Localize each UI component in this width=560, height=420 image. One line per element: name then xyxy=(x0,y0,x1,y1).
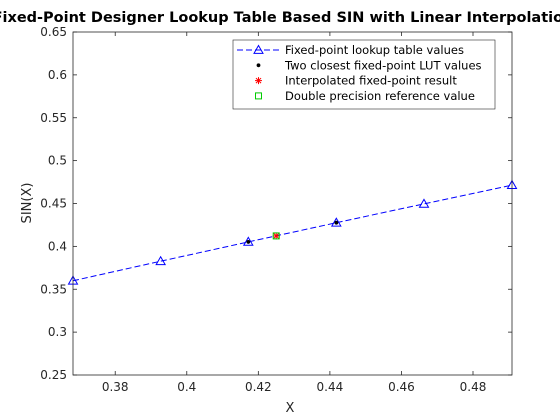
y-tick-label: 0.6 xyxy=(48,68,67,82)
legend-entry-2: Interpolated fixed-point result xyxy=(255,74,457,88)
data-point xyxy=(246,240,251,244)
y-tick-label: 0.5 xyxy=(48,154,67,168)
y-tick-label: 0.3 xyxy=(48,325,67,339)
legend-marker xyxy=(255,92,262,100)
legend-label: Double precision reference value xyxy=(285,89,475,103)
ticks-layer: 0.38 0.4 0.42 0.44 0.46 0.48 0.25 0.3 0.35 0.4 0.4… xyxy=(40,25,512,394)
y-tick-label: 0.55 xyxy=(40,111,67,125)
y-tick-label: 0.45 xyxy=(40,197,67,211)
data-point xyxy=(418,198,430,208)
series-1 xyxy=(246,220,339,244)
data-point xyxy=(272,232,280,240)
y-tick-label: 0.35 xyxy=(40,282,67,296)
x-tick-label: 0.46 xyxy=(388,380,415,394)
legend-label: Fixed-point lookup table values xyxy=(285,43,464,57)
data-point-shape xyxy=(246,240,251,244)
y-tick-label: 0.65 xyxy=(40,25,67,39)
chart-title: Fixed-Point Designer Lookup Table Based … xyxy=(0,10,560,26)
data-point xyxy=(272,232,280,240)
data-point-shape xyxy=(242,236,254,246)
y-tick-label: 0.25 xyxy=(40,368,67,382)
x-tick-label: 0.42 xyxy=(245,380,272,394)
data-point xyxy=(155,255,167,266)
legend-entry-0: Fixed-point lookup table values xyxy=(237,43,464,57)
data-point-shape xyxy=(272,232,280,240)
x-tick-label: 0.38 xyxy=(102,380,129,394)
data-point-shape xyxy=(330,217,342,227)
series-3 xyxy=(272,232,280,240)
legend-box xyxy=(232,39,496,110)
legend-marker-shape xyxy=(256,63,261,68)
legend-label: Two closest fixed-point LUT values xyxy=(284,58,482,72)
x-axis-label: X xyxy=(286,401,295,416)
y-axis-label: SIN(X) xyxy=(20,183,35,224)
data-point xyxy=(334,220,339,225)
x-tick-label: 0.4 xyxy=(177,380,196,394)
legend-marker-stroke-d2 xyxy=(255,77,262,84)
series-2 xyxy=(272,232,280,240)
legend-marker xyxy=(253,44,264,54)
legend-entry-1: Two closest fixed-point LUT values xyxy=(256,58,482,72)
y-tick-label: 0.4 xyxy=(48,239,67,253)
legend-marker xyxy=(255,77,262,85)
data-point xyxy=(330,217,342,227)
data-point-stroke-d2 xyxy=(273,233,280,239)
legend-entry-3: Double precision reference value xyxy=(255,89,475,103)
x-tick-label: 0.48 xyxy=(460,380,487,394)
series-0 xyxy=(67,179,518,285)
data-point-shape xyxy=(155,255,167,266)
x-tick-label: 0.44 xyxy=(317,380,344,394)
series-line xyxy=(72,184,513,282)
data-point xyxy=(242,236,254,246)
legend-marker xyxy=(256,63,261,68)
legend-marker-shape xyxy=(255,92,262,100)
series-layer xyxy=(67,179,518,285)
data-point-shape xyxy=(334,220,339,225)
legend-label: Interpolated fixed-point result xyxy=(285,74,457,88)
data-point-shape xyxy=(418,198,430,208)
legend-marker-shape xyxy=(253,44,264,54)
